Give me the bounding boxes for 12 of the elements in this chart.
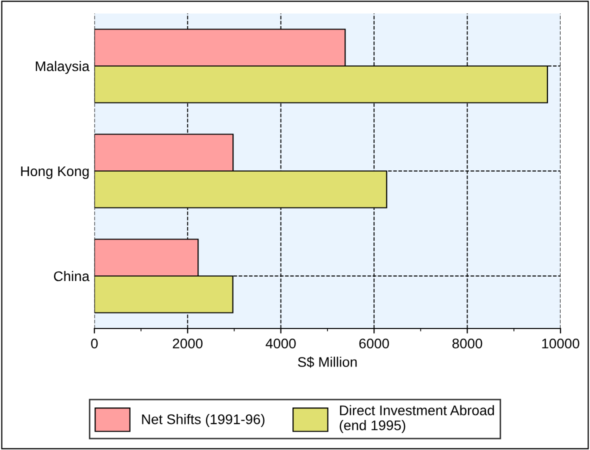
x-tick-label: 6000 <box>359 338 389 348</box>
y-tick-label: Hong Kong <box>21 166 89 179</box>
x-axis-title: S$ Million <box>298 356 357 368</box>
x-tick-label: 0 <box>91 338 98 348</box>
x-tick-label: 2000 <box>172 338 203 348</box>
legend-label: Direct Investment Abroad (end 1995) <box>340 405 494 433</box>
y-tick-label: Malaysia <box>36 60 90 74</box>
legend-label: Net Shifts (1991-96) <box>142 414 264 427</box>
x-tick-label: 4000 <box>266 338 296 348</box>
x-tick-label: 8000 <box>452 338 482 348</box>
x-tick-label: 10000 <box>542 338 580 348</box>
y-tick-label: China <box>54 270 90 282</box>
